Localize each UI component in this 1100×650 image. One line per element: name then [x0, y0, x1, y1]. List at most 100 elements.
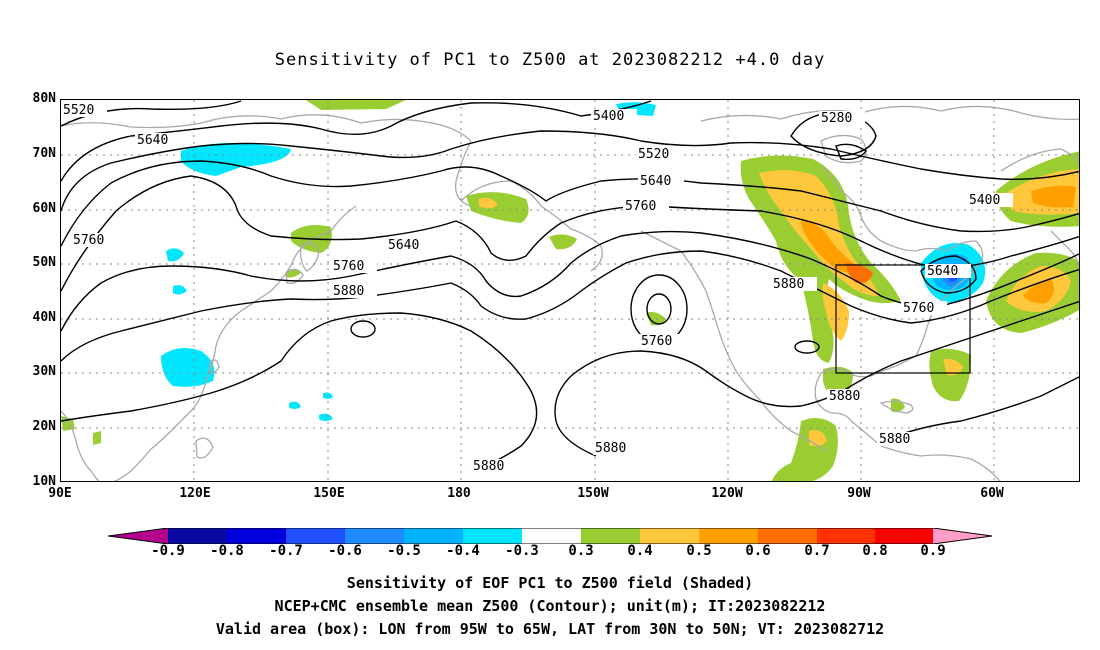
coastlines [61, 105, 1079, 481]
coast-alaska [460, 180, 603, 272]
contour-label: 5400 [593, 109, 624, 124]
coast-japan [299, 242, 320, 272]
contour-label: 5760 [73, 233, 104, 248]
colorbar-label: 0.7 [804, 543, 830, 559]
contour-label-bg-7 [591, 109, 637, 123]
coast-hudson [820, 165, 947, 252]
contour-label: 5640 [388, 238, 419, 253]
lat-label-30n: 30N [32, 364, 56, 379]
colorbar-swatch [227, 528, 286, 544]
colorbar-swatch [404, 528, 463, 544]
lat-label-10n: 10N [32, 474, 56, 489]
colorbar-label: -0.3 [505, 543, 539, 559]
colorbar-label: 0.6 [745, 543, 771, 559]
contour-labels: 5520 5640 5760 5640 5760 5880 5400 5280 … [61, 103, 1013, 474]
caption-line-1: Sensitivity of EOF PC1 to Z500 field (Sh… [346, 574, 754, 592]
contour-label: 5880 [879, 432, 910, 447]
coast-taiwan [208, 359, 220, 373]
colorbar-label: -0.5 [387, 543, 421, 559]
lat-label-50n: 50N [32, 255, 56, 270]
lat-label-60n: 60N [32, 201, 56, 216]
shade-darkorange-northamerica [846, 263, 873, 284]
contour-label-bg-5 [331, 259, 377, 273]
colorbar-swatch [345, 528, 404, 544]
gridlines [61, 100, 1079, 481]
shade-cyan-c [161, 347, 215, 387]
coast-arctic-siberia [61, 114, 472, 142]
colorbar-label: -0.7 [269, 543, 303, 559]
shade-yellow-centralamerica [809, 430, 827, 447]
colorbar-swatch [581, 528, 640, 544]
contour-5880-caribbean [880, 376, 1079, 442]
contour-5760-low [630, 274, 688, 344]
contour-label: 5880 [333, 284, 364, 299]
shade-arctic-green [306, 100, 406, 110]
contour-label-bg-19 [593, 441, 639, 455]
coast-indochina [113, 448, 152, 481]
shade-green-india [61, 416, 75, 431]
lon-label-90w: 90W [847, 486, 871, 501]
contour-label: 5640 [927, 264, 958, 279]
contour-label-bg-1 [61, 103, 107, 117]
contour-label-bg-3 [71, 233, 117, 247]
contour-5640-closed [920, 255, 977, 294]
colorbar-swatch [522, 528, 581, 544]
shade-cyan-e [319, 413, 333, 421]
colorbar-swatch [758, 528, 817, 544]
contour-5640-main [61, 160, 1079, 247]
contour-label: 5760 [625, 199, 656, 214]
contour-label: 5400 [969, 193, 1000, 208]
colorbar [108, 528, 992, 544]
lon-label-150w: 150W [577, 486, 609, 501]
colorbar-label: 0.4 [627, 543, 653, 559]
contour-label: 5280 [821, 111, 852, 126]
coast-southamerica-north [850, 420, 1001, 481]
contour-label: 5760 [641, 334, 672, 349]
valid-area-box [835, 264, 971, 374]
coast-chukotka [454, 140, 472, 207]
contour-5520-main [61, 130, 1079, 212]
contour-label: 5640 [640, 174, 671, 189]
contour-label-bg-15 [771, 277, 817, 291]
shade-orange-northatlantic [1031, 185, 1076, 208]
shade-orange-eastatlantic [1023, 279, 1055, 304]
contour-label: 5520 [638, 147, 669, 162]
contour-label-bg-6 [331, 284, 377, 298]
lat-label-70n: 70N [32, 146, 56, 161]
shade-yellow-bering [479, 197, 498, 209]
coast-europe [1050, 230, 1079, 267]
lon-label-150e: 150E [313, 486, 345, 501]
shade-cyan-siberia [181, 142, 291, 176]
contour-label-bg-4 [386, 238, 432, 252]
lat-label-40n: 40N [32, 310, 56, 325]
shade-yellow-atlantic [943, 358, 963, 376]
colorbar-swatch [463, 528, 522, 544]
colorbar-label: 0.8 [862, 543, 888, 559]
contour-label: 5760 [903, 301, 934, 316]
colorbar-swatch [168, 528, 227, 544]
colorbar-arrow-left [108, 528, 168, 544]
contour-label-bg-9 [636, 147, 682, 161]
contour-label-bg-11 [623, 199, 669, 213]
contour-closed-texas [794, 340, 820, 354]
contour-5880-pacific [61, 312, 538, 472]
contour-label-bg-17 [827, 389, 873, 403]
shade-green-gulf-alaska [549, 234, 577, 250]
colorbar-label: -0.6 [328, 543, 362, 559]
contour-5880-east [554, 300, 1079, 457]
contour-label-bg-2 [135, 133, 181, 147]
colorbar-arrow-right [933, 528, 992, 544]
contour-label: 5880 [773, 277, 804, 292]
lon-label-120e: 120E [179, 486, 211, 501]
contour-low-inner [646, 293, 672, 325]
colorbar-swatch [699, 528, 758, 544]
colorbar-label: 0.9 [920, 543, 946, 559]
coast-india [61, 410, 100, 481]
shade-green-bering [466, 192, 529, 223]
contour-label: 5880 [595, 441, 626, 456]
map-svg: 5520 5640 5760 5640 5760 5880 5400 5280 … [61, 100, 1079, 481]
lon-label-60w: 60W [980, 486, 1004, 501]
contour-label: 5880 [473, 459, 504, 474]
contour-label-bg-16 [639, 334, 685, 348]
lat-label-20n: 20N [32, 419, 56, 434]
